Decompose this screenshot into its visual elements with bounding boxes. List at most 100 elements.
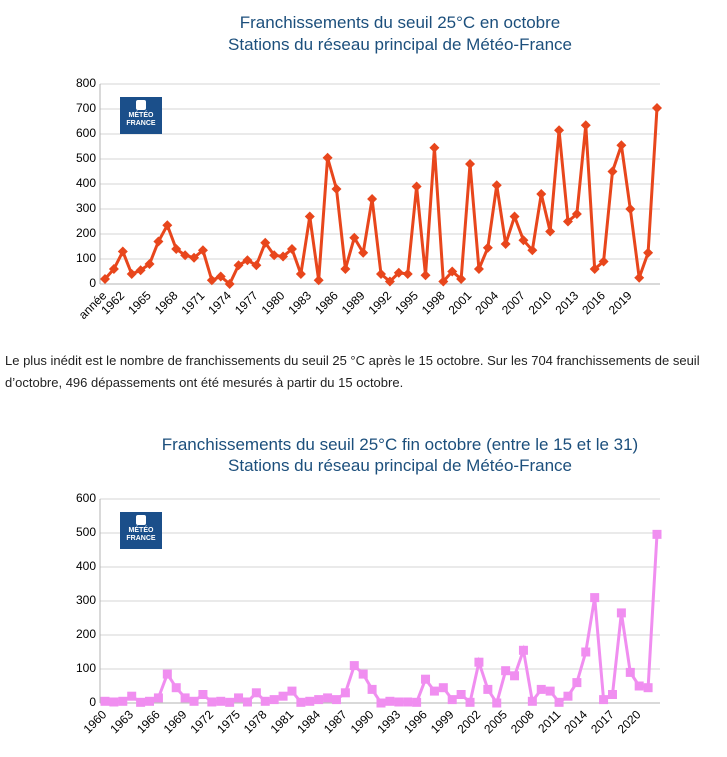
- y-tick-label: 200: [76, 627, 96, 641]
- y-tick-label: 100: [76, 251, 96, 265]
- marker: [465, 697, 475, 707]
- marker: [376, 269, 386, 279]
- marker: [598, 256, 609, 267]
- marker: [509, 211, 520, 222]
- marker: [429, 686, 439, 696]
- marker: [421, 674, 431, 684]
- marker: [634, 272, 645, 283]
- x-tick-label: 1960: [81, 707, 110, 736]
- marker: [242, 255, 253, 266]
- x-tick-label: 1965: [125, 288, 154, 317]
- marker: [180, 693, 190, 703]
- x-tick-label: 1984: [294, 707, 323, 736]
- marker: [109, 697, 119, 707]
- x-tick-label: 1989: [339, 288, 368, 317]
- marker: [616, 608, 626, 618]
- x-tick-label: 1977: [232, 288, 261, 317]
- marker: [491, 180, 502, 191]
- marker: [473, 264, 484, 274]
- marker: [590, 593, 600, 603]
- logo-icon: [136, 100, 146, 110]
- marker: [322, 152, 333, 163]
- x-tick-label: 1999: [428, 707, 457, 736]
- marker: [554, 697, 564, 707]
- x-tick-label: 1975: [214, 707, 243, 736]
- x-tick-label: 1993: [374, 707, 403, 736]
- marker: [224, 279, 235, 289]
- marker: [153, 236, 164, 247]
- marker: [295, 269, 306, 279]
- chart-title: Franchissements du seuil 25°C fin octobr…: [162, 435, 638, 454]
- marker: [527, 696, 537, 706]
- y-tick-label: 200: [76, 226, 96, 240]
- marker: [117, 246, 128, 257]
- x-tick-label: 1963: [107, 707, 136, 736]
- x-tick-label: 2007: [499, 288, 528, 317]
- series-line: [104, 534, 659, 707]
- marker: [216, 696, 226, 706]
- marker: [652, 529, 662, 539]
- marker: [607, 166, 618, 177]
- marker: [189, 252, 200, 263]
- chart-title: Stations du réseau principal de Météo-Fr…: [228, 456, 572, 475]
- marker: [260, 696, 270, 706]
- marker: [144, 259, 155, 269]
- x-tick-label: 1968: [152, 288, 181, 317]
- marker: [376, 698, 386, 708]
- x-tick-label: 2002: [455, 707, 484, 736]
- marker: [599, 695, 609, 705]
- marker: [340, 688, 350, 698]
- marker: [180, 250, 191, 261]
- marker: [233, 260, 244, 271]
- marker: [643, 683, 653, 693]
- logo-icon: [136, 515, 146, 525]
- marker: [367, 684, 377, 694]
- marker: [136, 697, 146, 707]
- marker: [296, 697, 306, 707]
- marker: [447, 266, 458, 277]
- marker: [108, 264, 119, 274]
- x-tick-label: 1966: [134, 707, 163, 736]
- marker: [269, 250, 280, 261]
- marker: [581, 647, 591, 657]
- y-tick-label: 500: [76, 151, 96, 165]
- x-tick-label: 1990: [348, 707, 377, 736]
- x-tick-label: 2005: [481, 707, 510, 736]
- x-tick-label: 2001: [446, 288, 475, 317]
- marker: [206, 275, 217, 286]
- marker: [215, 271, 226, 282]
- marker: [571, 209, 582, 219]
- marker: [501, 666, 511, 676]
- marker: [438, 683, 448, 693]
- y-tick-label: 600: [76, 491, 96, 505]
- marker: [545, 226, 556, 237]
- marker: [518, 235, 529, 246]
- marker: [323, 693, 333, 703]
- marker: [287, 686, 297, 696]
- y-tick-label: 700: [76, 101, 96, 115]
- x-tick-label: 1983: [285, 288, 314, 317]
- marker: [197, 245, 208, 256]
- marker: [562, 216, 573, 227]
- marker: [145, 696, 155, 706]
- x-tick-label: 1996: [401, 707, 430, 736]
- marker: [393, 267, 404, 278]
- marker: [198, 690, 208, 699]
- y-tick-label: 800: [76, 76, 96, 90]
- logo-text: MÉTÉO: [129, 110, 154, 119]
- x-tick-label: 1978: [241, 707, 270, 736]
- marker: [367, 194, 378, 204]
- logo-text: FRANCE: [126, 120, 155, 127]
- logo-text: FRANCE: [126, 535, 155, 542]
- marker: [607, 690, 617, 699]
- chart-title: Franchissements du seuil 25°C en octobre: [240, 13, 561, 32]
- x-tick-label: 2016: [579, 288, 608, 317]
- x-tick-label: 1986: [312, 288, 341, 317]
- marker: [634, 681, 644, 691]
- marker: [394, 697, 404, 707]
- marker: [518, 645, 528, 655]
- x-tick-label: 2020: [615, 707, 644, 736]
- marker: [483, 684, 493, 694]
- marker: [492, 698, 502, 708]
